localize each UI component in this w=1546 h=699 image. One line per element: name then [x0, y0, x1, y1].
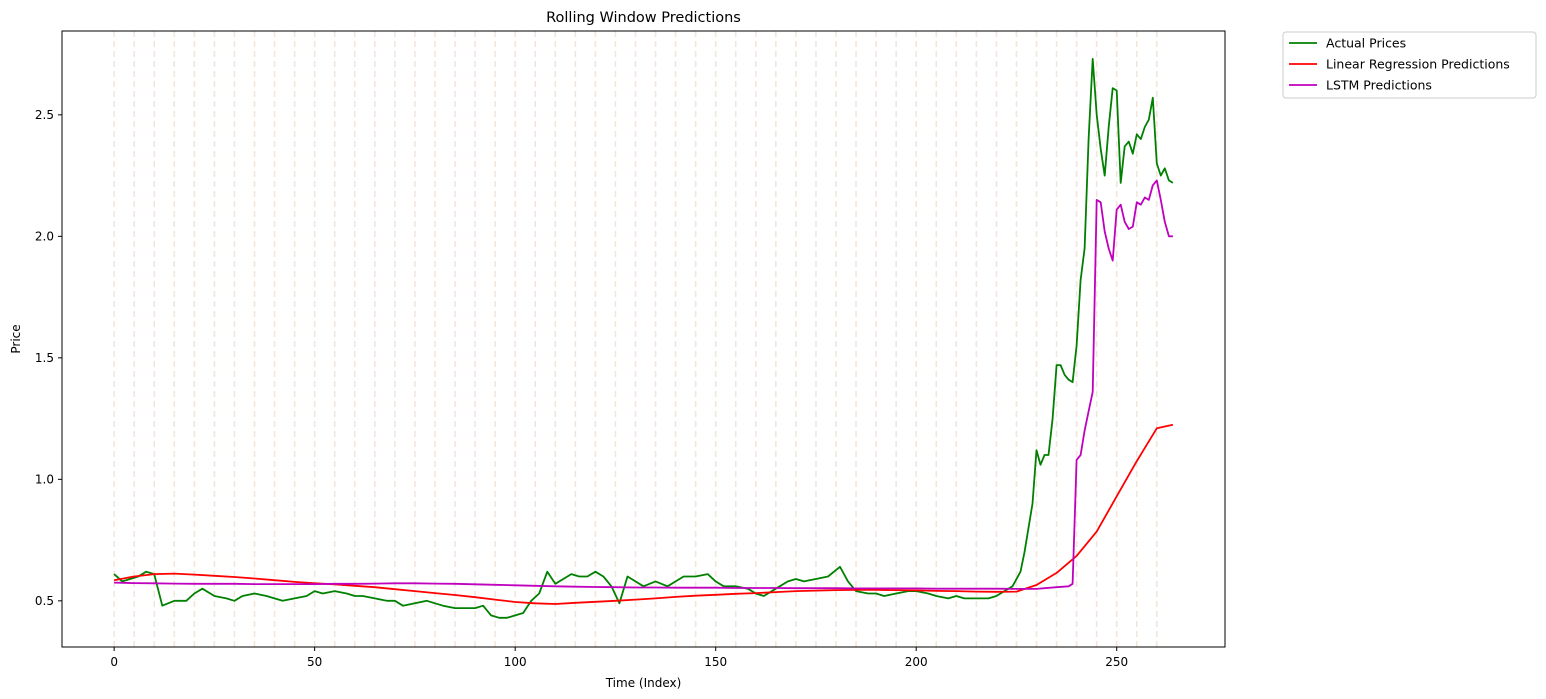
legend-label: Actual Prices [1326, 36, 1406, 51]
x-axis: 0 50 100 150 200 250 [110, 647, 1128, 669]
x-tick-label: 0 [110, 655, 118, 669]
legend-label: LSTM Predictions [1326, 78, 1432, 93]
y-tick-label: 0.5 [35, 594, 54, 608]
y-tick-label: 1.5 [35, 351, 54, 365]
legend: Actual Prices Linear Regression Predictio… [1282, 31, 1537, 99]
x-tick-label: 200 [905, 655, 928, 669]
plot-frame [61, 30, 1226, 648]
x-axis-label: Time (Index) [605, 676, 682, 690]
series-line-3 [114, 179, 1173, 590]
x-tick-label: 250 [1105, 655, 1128, 669]
series-line-2 [113, 423, 1174, 605]
y-tick-label: 2.5 [35, 108, 54, 122]
legend-box [1282, 31, 1537, 99]
y-axis: 0.5 1.0 1.5 2.0 2.5 [35, 108, 62, 608]
legend-label: Linear Regression Predictions [1326, 57, 1510, 72]
y-tick-label: 1.0 [35, 472, 54, 486]
y-axis-label: Price [9, 324, 23, 353]
chart-title: Rolling Window Predictions [546, 10, 741, 26]
x-tick-label: 50 [307, 655, 322, 669]
series-layer [113, 58, 1174, 619]
series-line-1 [113, 58, 1174, 619]
window-lines [113, 31, 1158, 647]
y-tick-label: 2.0 [35, 229, 54, 243]
x-tick-label: 150 [704, 655, 727, 669]
x-tick-label: 100 [504, 655, 527, 669]
